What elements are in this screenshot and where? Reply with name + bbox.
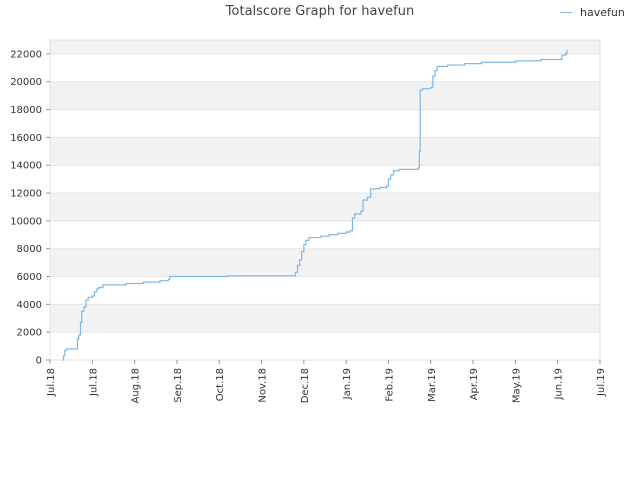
x-tick-label: Jun.19 (554, 368, 565, 401)
series-line-havefun (62, 49, 568, 361)
plot-band (50, 137, 600, 166)
plot-band (50, 304, 600, 333)
plot-band (50, 248, 600, 277)
x-tick-label: Nov.18 (258, 368, 269, 403)
plot-band (50, 40, 600, 54)
y-tick-label: 0 (36, 356, 42, 367)
x-tick-label: Mar.19 (427, 368, 438, 402)
series-group (62, 49, 568, 361)
y-tick-label: 10000 (10, 216, 42, 227)
x-tick-label: Apr.19 (469, 368, 480, 400)
y-tick-label: 16000 (10, 133, 42, 144)
x-tick-label: Oct.18 (215, 368, 226, 401)
y-tick-label: 22000 (10, 49, 42, 60)
y-axis: 0 2000 4000 6000 8000 10000 12000 14000 16000 180… (10, 49, 50, 367)
chart-title: Totalscore Graph for havefun (225, 4, 415, 19)
legend: havefun (560, 6, 625, 19)
x-tick-label: Jul.19 (596, 368, 607, 397)
y-tick-label: 8000 (17, 244, 42, 255)
legend-label: havefun (580, 6, 625, 19)
x-tick-label: May.19 (511, 368, 522, 403)
y-tick-label: 4000 (17, 300, 42, 311)
plot-band (50, 81, 600, 110)
x-tick-label: Aug.18 (131, 368, 142, 403)
y-tick-label: 2000 (17, 328, 42, 339)
y-tick-label: 14000 (10, 161, 42, 172)
plot-bands (50, 40, 600, 333)
x-tick-label: Dec.18 (300, 368, 311, 403)
legend-swatch (560, 12, 572, 13)
y-tick-label: 18000 (10, 105, 42, 116)
x-axis: Jul.18 Jul.18 Aug.18 Sep.18 Oct.18 Nov.18 Dec.… (46, 360, 607, 403)
x-tick-label: Jan.19 (342, 368, 353, 400)
y-tick-label: 6000 (17, 272, 42, 283)
plot-band (50, 193, 600, 221)
x-tick-label: Feb.19 (384, 368, 395, 402)
y-tick-label: 12000 (10, 189, 42, 200)
x-tick-label: Jul.18 (46, 368, 57, 397)
x-tick-label: Jul.18 (88, 368, 99, 397)
y-tick-label: 20000 (10, 77, 42, 88)
plot-frame (49, 39, 601, 361)
x-tick-label: Sep.18 (173, 368, 184, 403)
